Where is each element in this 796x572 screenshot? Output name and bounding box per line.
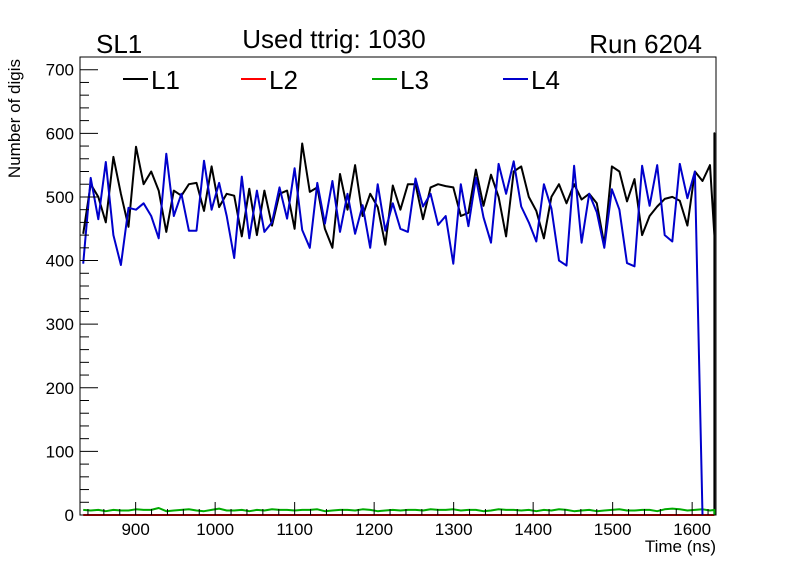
legend: L1 L2 L3 L4 bbox=[123, 65, 560, 95]
title-right: Run 6204 bbox=[589, 29, 702, 59]
x-tick-label: 900 bbox=[121, 520, 149, 539]
chart-title: Used ttrig: 1030 bbox=[242, 24, 426, 54]
legend-label-l1: L1 bbox=[151, 65, 180, 95]
legend-label-l2: L2 bbox=[269, 65, 298, 95]
y-tick-label: 0 bbox=[65, 506, 74, 525]
y-tick-label: 300 bbox=[46, 315, 74, 334]
x-tick-label: 1500 bbox=[594, 520, 632, 539]
axes-layer: 900 1000 1100 1200 1300 1400 1500 1600 0 100 200 30… bbox=[46, 61, 711, 539]
legend-label-l4: L4 bbox=[531, 65, 560, 95]
x-tick-label: 1200 bbox=[355, 520, 393, 539]
x-tick-label: 1100 bbox=[276, 520, 313, 539]
series-line-l4 bbox=[82, 152, 704, 516]
x-tick-label: 1600 bbox=[673, 520, 711, 539]
y-tick-label: 400 bbox=[46, 252, 74, 271]
x-tick-label: 1300 bbox=[435, 520, 473, 539]
x-axis-label: Time (ns) bbox=[645, 537, 716, 556]
series-line-l3 bbox=[83, 507, 716, 515]
x-tick-label: 1400 bbox=[514, 520, 552, 539]
series-line-l1 bbox=[82, 132, 716, 515]
y-tick-label: 100 bbox=[46, 442, 74, 461]
y-tick-label: 700 bbox=[46, 61, 74, 80]
y-tick-label: 200 bbox=[46, 379, 74, 398]
y-tick-label: 500 bbox=[46, 188, 74, 207]
y-axis-label: Number of digis bbox=[5, 59, 24, 178]
legend-label-l3: L3 bbox=[400, 65, 429, 95]
y-tick-label: 600 bbox=[46, 124, 74, 143]
title-left: SL1 bbox=[96, 29, 142, 59]
x-tick-label: 1000 bbox=[196, 520, 234, 539]
